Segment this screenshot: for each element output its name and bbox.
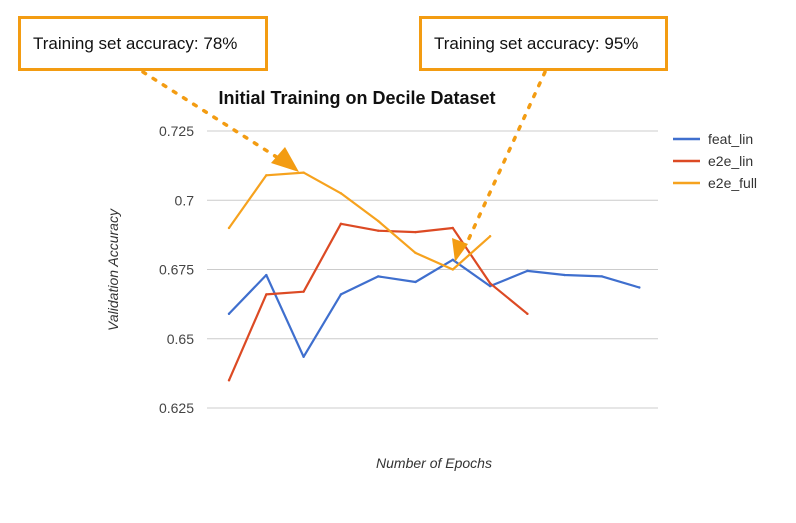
data-point-e2e_full: [451, 268, 454, 271]
series-line-e2e_full: [227, 171, 492, 271]
data-point-e2e_full: [377, 219, 380, 223]
data-point-e2e_full: [414, 251, 417, 255]
y-tick-label: 0.65: [167, 331, 194, 347]
data-point-feat_lin: [563, 273, 566, 277]
data-point-e2e_lin: [227, 379, 231, 382]
data-point-feat_lin: [638, 286, 641, 289]
data-point-e2e_full: [302, 171, 305, 174]
legend: feat_lin e2e_lin e2e_full: [673, 131, 757, 191]
data-point-e2e_full: [227, 226, 231, 230]
data-point-feat_lin: [377, 275, 380, 278]
data-point-feat_lin: [488, 284, 492, 288]
data-point-e2e_full: [265, 174, 268, 177]
annotation-arrow-right: [464, 70, 547, 247]
data-point-e2e_lin: [377, 229, 380, 232]
series-line-e2e_lin: [227, 222, 529, 382]
annotation-arrows: [141, 70, 547, 262]
arrowhead-icon: [452, 238, 468, 262]
y-tick-label: 0.675: [159, 262, 194, 278]
data-point-e2e_lin: [302, 290, 305, 293]
data-point-feat_lin: [600, 275, 604, 278]
chart-title: Initial Training on Decile Dataset: [218, 88, 495, 108]
y-tick-labels: 0.725 0.7 0.675 0.65 0.625: [159, 123, 194, 416]
data-point-e2e_lin: [526, 312, 529, 316]
data-point-feat_lin: [339, 293, 343, 296]
callout-left: Training set accuracy: 78%: [18, 16, 268, 71]
data-point-feat_lin: [414, 280, 417, 284]
data-point-feat_lin: [302, 355, 305, 358]
data-point-feat_lin: [451, 258, 454, 262]
data-point-e2e_lin: [339, 222, 343, 225]
callout-right-text: Training set accuracy: 95%: [434, 33, 639, 53]
y-tick-label: 0.625: [159, 400, 194, 416]
data-point-e2e_full: [339, 192, 343, 195]
arrowhead-icon: [271, 147, 299, 172]
data-point-feat_lin: [227, 312, 231, 316]
data-point-feat_lin: [526, 269, 529, 273]
data-point-e2e_lin: [451, 226, 454, 230]
y-tick-label: 0.725: [159, 123, 194, 139]
legend-label-e2e_full: e2e_full: [708, 175, 757, 191]
data-point-e2e_lin: [265, 293, 268, 296]
series-line-feat_lin: [227, 258, 641, 358]
legend-label-feat_lin: feat_lin: [708, 131, 753, 147]
grid-layer: [207, 130, 658, 409]
data-point-e2e_lin: [414, 230, 417, 234]
annotation-arrow-left: [141, 70, 288, 165]
callout-right: Training set accuracy: 95%: [419, 16, 668, 71]
callout-left-text: Training set accuracy: 78%: [33, 33, 238, 53]
series-layer: [227, 171, 641, 382]
data-point-feat_lin: [265, 273, 268, 277]
data-point-e2e_lin: [488, 282, 492, 285]
y-axis-label: Validation Accuracy: [105, 208, 121, 331]
legend-label-e2e_lin: e2e_lin: [708, 153, 753, 169]
data-point-e2e_full: [488, 235, 492, 238]
y-tick-label: 0.7: [175, 192, 195, 208]
x-axis-label: Number of Epochs: [376, 455, 492, 471]
